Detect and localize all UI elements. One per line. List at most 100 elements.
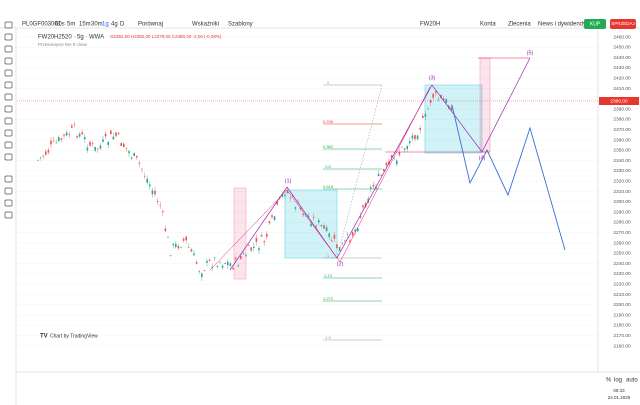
tool-icon[interactable] (4, 141, 13, 149)
tool-icon[interactable] (4, 93, 13, 101)
price-label: 2360.00 (613, 137, 631, 143)
price-label: 2280.00 (613, 220, 631, 226)
candle-body (141, 168, 143, 170)
tool-icon[interactable] (4, 153, 13, 161)
accounts-button[interactable]: Konta (480, 22, 496, 28)
candle-body (341, 243, 343, 245)
candle-body (331, 240, 333, 242)
candle-body (247, 245, 250, 246)
candle-body (71, 125, 73, 128)
candle-body (193, 253, 195, 256)
candle-body (146, 178, 148, 183)
buy-label[interactable]: KUP (590, 21, 601, 27)
fib-label: 1.272 (323, 296, 334, 301)
candle-body (435, 91, 437, 93)
clock-time: 08:33 (613, 388, 625, 393)
fib-label: 0 (327, 80, 330, 85)
tool-icon[interactable] (4, 211, 13, 219)
current-price: 2380,00 (610, 98, 628, 104)
price-label: 2180.00 (613, 323, 631, 329)
symbol[interactable]: PL0GF003001 (22, 22, 62, 28)
price-label: 2370.00 (613, 127, 631, 133)
candle-body (37, 159, 39, 161)
candle-body (99, 145, 102, 149)
candle-body (344, 240, 346, 242)
candle-body (364, 203, 367, 208)
candle-body (351, 231, 354, 236)
log-toggle[interactable]: log (614, 378, 622, 384)
candle-body (268, 221, 271, 224)
current-price-box (599, 97, 639, 105)
candle-body (206, 260, 208, 263)
price-label: 2420.00 (613, 75, 631, 81)
tool-icon[interactable] (4, 33, 13, 41)
candle-body (427, 108, 429, 110)
legend-title: FW20H2520 · 5g · WWA (38, 35, 104, 41)
candle-body (208, 259, 211, 261)
tool-icon[interactable] (4, 57, 13, 65)
candle-body (320, 224, 323, 226)
tool-icon[interactable] (4, 129, 13, 137)
interval-button[interactable]: 1g (102, 22, 109, 28)
indicators-button[interactable]: Wskaźniki (192, 22, 219, 28)
sell-label[interactable]: SPRZEDAJ (611, 21, 635, 26)
compare-button[interactable]: Porównaj (138, 22, 163, 28)
orders-button[interactable]: Zlecenia (508, 22, 531, 28)
candle-body (234, 257, 237, 260)
candle-body (50, 140, 52, 145)
price-label: 2460.00 (613, 34, 631, 40)
candle-body (65, 132, 68, 136)
price-label: 2410.00 (613, 86, 631, 92)
tool-icon[interactable] (4, 105, 13, 113)
fib-label: 0.236 (323, 119, 334, 124)
sell-button[interactable] (610, 19, 636, 29)
price-label: 2190.00 (613, 312, 631, 318)
projection (451, 104, 566, 251)
tool-icon[interactable] (4, 175, 13, 183)
tool-icon[interactable] (4, 69, 13, 77)
wave-path (229, 57, 531, 271)
buy-button[interactable] (584, 19, 606, 29)
candle-body (437, 99, 440, 101)
templates-button[interactable]: Szablony (228, 22, 253, 28)
candle-body (414, 135, 416, 140)
time-box (233, 187, 247, 280)
tool-icon[interactable] (4, 199, 13, 207)
tool-icon[interactable] (4, 187, 13, 195)
fib-label: 1.5 (325, 335, 331, 340)
tool-icon[interactable] (4, 117, 13, 125)
fib-label: 0.618 (323, 184, 334, 189)
tool-icon[interactable] (4, 21, 13, 29)
tool-icon[interactable] (4, 81, 13, 89)
interval-button[interactable]: 60s (55, 22, 65, 28)
tool-icon[interactable] (4, 45, 13, 53)
candle-body (377, 173, 380, 177)
news-button[interactable]: News i dywidendy (538, 22, 586, 28)
candle-body (130, 157, 133, 159)
interval-button[interactable]: 4g (111, 22, 118, 28)
wave-label: (5) (527, 50, 534, 56)
candle-body (263, 241, 265, 243)
interval-button[interactable]: 30m (91, 22, 103, 28)
candle-body (403, 148, 406, 150)
candle-body (429, 100, 432, 103)
instrument[interactable]: FW20H (420, 22, 440, 28)
candle-body (198, 271, 200, 272)
candle-body (169, 255, 172, 256)
wave-channel (209, 86, 431, 271)
candle-body (154, 190, 156, 195)
candle-body (325, 227, 328, 232)
auto-toggle[interactable]: auto (626, 378, 638, 384)
price-label: 2240.00 (613, 261, 631, 267)
candle-body (117, 132, 120, 135)
interval-button[interactable]: D (120, 22, 125, 28)
interval-button[interactable]: 15m (79, 22, 91, 28)
candle-body (383, 169, 385, 172)
fib-label: 0.382 (323, 144, 334, 149)
candle-body (396, 160, 398, 165)
candle-body (91, 143, 94, 145)
candle-body (68, 134, 70, 136)
candle-body (323, 225, 325, 229)
interval-button[interactable]: 5m (67, 22, 75, 28)
percent-toggle[interactable]: % (606, 378, 612, 384)
